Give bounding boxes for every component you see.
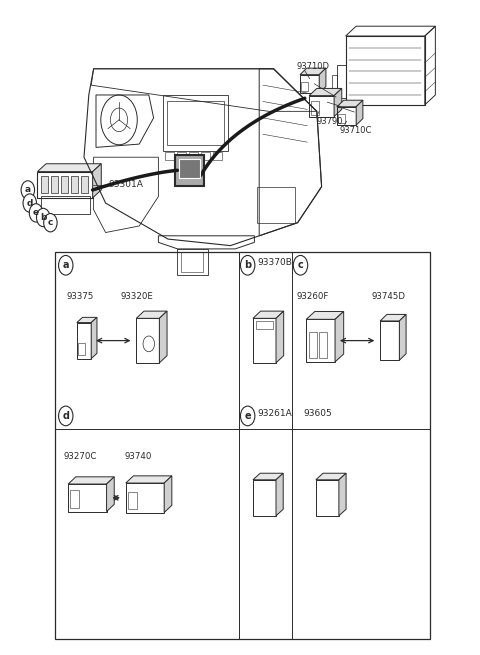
- Circle shape: [29, 204, 43, 222]
- Circle shape: [293, 255, 308, 275]
- Bar: [128, 491, 137, 510]
- Circle shape: [21, 181, 35, 199]
- Polygon shape: [126, 476, 172, 483]
- Polygon shape: [107, 477, 114, 512]
- Bar: [257, 187, 295, 223]
- Bar: [309, 333, 317, 358]
- Circle shape: [36, 208, 50, 227]
- Bar: [177, 249, 208, 275]
- Bar: [177, 152, 186, 160]
- Polygon shape: [334, 88, 342, 117]
- Text: 93790: 93790: [317, 117, 343, 126]
- Circle shape: [240, 406, 255, 426]
- Bar: [81, 176, 88, 193]
- Text: 93370B: 93370B: [257, 258, 292, 267]
- Polygon shape: [316, 473, 346, 479]
- Text: 93375: 93375: [67, 292, 95, 301]
- Bar: [71, 176, 78, 193]
- Polygon shape: [77, 318, 97, 323]
- Text: 93605: 93605: [304, 409, 333, 418]
- Polygon shape: [136, 311, 167, 318]
- Polygon shape: [276, 473, 283, 516]
- Polygon shape: [399, 314, 406, 360]
- Text: c: c: [298, 260, 303, 271]
- Bar: [339, 483, 343, 489]
- Polygon shape: [337, 100, 363, 107]
- Polygon shape: [175, 155, 204, 186]
- Bar: [167, 101, 224, 145]
- Text: 93320E: 93320E: [120, 292, 153, 301]
- Bar: [165, 152, 174, 160]
- Polygon shape: [37, 164, 101, 172]
- Text: b: b: [244, 260, 251, 271]
- Polygon shape: [276, 311, 284, 363]
- Bar: [319, 333, 327, 358]
- Polygon shape: [356, 100, 363, 125]
- Bar: [338, 114, 345, 123]
- Text: b: b: [40, 213, 47, 222]
- Text: e: e: [244, 411, 251, 421]
- Polygon shape: [91, 318, 97, 359]
- Text: a: a: [62, 260, 69, 271]
- Text: 93710D: 93710D: [297, 62, 330, 71]
- Text: 93301A: 93301A: [108, 180, 143, 189]
- Bar: [55, 252, 430, 639]
- Circle shape: [240, 255, 255, 275]
- Text: 93261A: 93261A: [257, 409, 292, 418]
- Bar: [181, 252, 203, 272]
- Text: 93740: 93740: [124, 452, 152, 461]
- Bar: [51, 176, 58, 193]
- Polygon shape: [300, 68, 326, 75]
- Text: 93260F: 93260F: [297, 292, 329, 301]
- Bar: [61, 176, 68, 193]
- Polygon shape: [306, 312, 344, 320]
- Bar: [256, 320, 273, 329]
- Polygon shape: [164, 476, 172, 512]
- Polygon shape: [159, 311, 167, 363]
- Bar: [78, 343, 85, 355]
- Text: 93710C: 93710C: [340, 126, 372, 135]
- Bar: [311, 101, 319, 115]
- Bar: [160, 337, 164, 348]
- Text: d: d: [62, 411, 69, 421]
- Bar: [189, 152, 198, 160]
- Polygon shape: [335, 312, 344, 362]
- Polygon shape: [253, 473, 283, 479]
- Circle shape: [59, 406, 73, 426]
- Circle shape: [44, 214, 57, 232]
- Bar: [163, 95, 228, 151]
- Text: 93270C: 93270C: [64, 452, 97, 461]
- Bar: [301, 82, 308, 91]
- Polygon shape: [253, 311, 284, 318]
- Bar: [70, 491, 79, 508]
- Bar: [332, 75, 337, 92]
- Bar: [336, 337, 339, 348]
- Bar: [337, 66, 346, 98]
- Text: a: a: [25, 185, 31, 195]
- Polygon shape: [93, 164, 101, 198]
- Polygon shape: [68, 477, 114, 484]
- Bar: [179, 159, 200, 178]
- Text: c: c: [48, 218, 53, 227]
- Circle shape: [23, 194, 36, 212]
- Polygon shape: [380, 314, 406, 321]
- Circle shape: [59, 255, 73, 275]
- Polygon shape: [339, 473, 346, 516]
- Text: e: e: [33, 208, 39, 217]
- Text: 93745D: 93745D: [372, 292, 406, 301]
- Bar: [92, 328, 95, 335]
- Polygon shape: [319, 68, 326, 93]
- Bar: [41, 176, 48, 193]
- Text: d: d: [26, 198, 33, 208]
- Polygon shape: [309, 88, 342, 96]
- Bar: [201, 152, 210, 160]
- Bar: [213, 152, 222, 160]
